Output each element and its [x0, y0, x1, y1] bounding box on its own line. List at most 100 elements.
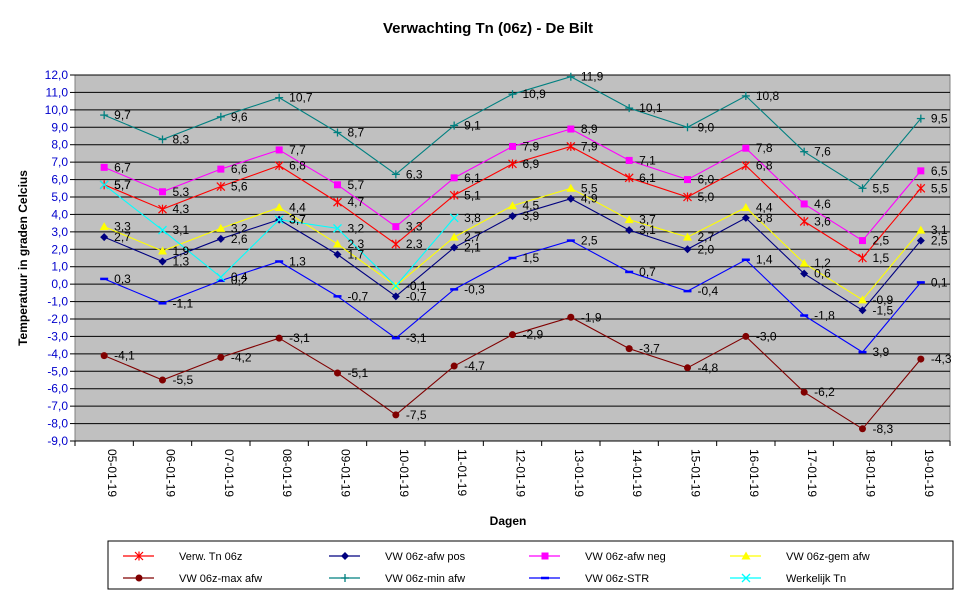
data-label: 1,2: [814, 256, 831, 270]
data-point: [625, 226, 634, 235]
data-label: -0,7: [406, 289, 427, 303]
data-label: -0,3: [464, 282, 485, 296]
data-point: [508, 212, 517, 221]
data-point: [684, 176, 691, 184]
data-point: [333, 128, 342, 137]
y-axis-title: Temperatuur in graden Celcius: [16, 170, 30, 346]
data-point: [100, 352, 108, 360]
data-point: [508, 159, 517, 169]
legend-item: VW 06z-max afw: [123, 573, 262, 585]
data-point: [741, 213, 750, 222]
data-point: [566, 194, 575, 203]
data-point: [509, 142, 516, 150]
data-label: 6,8: [289, 159, 306, 173]
data-point: [275, 146, 283, 154]
data-point: [391, 292, 400, 301]
y-tick-label: 0,0: [51, 277, 68, 291]
data-label: -4,8: [698, 361, 719, 375]
data-label: 6,0: [698, 173, 715, 187]
data-point: [567, 125, 575, 133]
data-label: -4,2: [231, 350, 252, 364]
data-point: [624, 173, 634, 183]
legend-item: VW 06z-STR: [529, 573, 649, 585]
data-label: 2,5: [873, 234, 890, 248]
data-label: -3,1: [406, 331, 427, 345]
chart-title: Verwachting Tn (06z) - De Bilt: [383, 20, 593, 37]
data-point: [216, 112, 225, 121]
data-label: 5,5: [931, 181, 948, 195]
data-label: 5,1: [464, 188, 481, 202]
data-label: 7,8: [756, 141, 773, 155]
data-point: [158, 246, 167, 255]
data-point: [274, 202, 284, 211]
data-labels: 5,7 4,3 5,6 6,8 4,7 2,3 5,1 6,9 7,9 6,1 5,0 6,8 3,6 1…: [114, 70, 952, 436]
legend-box: [107, 540, 954, 590]
data-label: -0,9: [873, 293, 894, 307]
data-point: [800, 200, 808, 208]
data-label: 10,8: [756, 89, 780, 103]
data-label: -5,5: [173, 373, 194, 387]
data-label: 7,9: [581, 139, 598, 153]
data-label: -4,3: [931, 352, 952, 366]
data-point: [334, 369, 341, 377]
data-label: 11,9: [581, 70, 604, 84]
y-tick-label: 9,0: [51, 120, 68, 134]
data-point: [799, 216, 809, 226]
data-label: -6,2: [814, 385, 835, 399]
data-point: [333, 250, 342, 259]
data-label: -3,0: [756, 329, 777, 343]
legend-label: VW 06z-min afw: [385, 573, 465, 585]
data-point: [858, 184, 867, 193]
y-tick-label: -5,0: [47, 364, 68, 378]
y-tick-label: -7,0: [47, 399, 68, 413]
legend-item: VW 06z-afw pos: [329, 551, 466, 563]
data-label: 3,3: [114, 220, 131, 234]
data-label: 0,1: [931, 275, 948, 289]
data-label: 9,5: [931, 112, 948, 126]
data-point: [216, 234, 225, 243]
data-point: [333, 223, 342, 233]
data-point: [566, 183, 576, 192]
data-point: [625, 156, 633, 164]
data-point: [449, 232, 459, 241]
data-label: 4,9: [581, 192, 598, 206]
legend-item: VW 06z-gem afw: [730, 551, 870, 563]
y-tick-label: -8,0: [47, 417, 68, 431]
data-label: 1,9: [173, 244, 190, 258]
data-label: -3,7: [639, 342, 660, 356]
data-point: [450, 362, 458, 370]
data-label: -1,5: [873, 303, 894, 317]
x-tick-label: 10-01-19: [397, 449, 411, 497]
data-point: [800, 388, 808, 396]
data-point: [683, 245, 692, 254]
data-point: [450, 174, 458, 182]
y-tick-label: 11,0: [46, 85, 69, 99]
data-label: 3,1: [639, 223, 656, 237]
data-label: 2,7: [114, 230, 131, 244]
x-tick-label: 17-01-19: [805, 449, 819, 497]
data-label: 5,6: [231, 180, 248, 194]
data-label: -8,3: [873, 422, 894, 436]
data-point: [799, 258, 809, 267]
data-point: [449, 213, 459, 223]
data-label: 6,7: [114, 160, 131, 174]
data-label: 10,9: [523, 87, 547, 101]
x-tick-label: 06-01-19: [164, 449, 178, 497]
data-point: [217, 165, 225, 173]
y-tick-label: -6,0: [47, 382, 68, 396]
series-5: [100, 72, 925, 193]
data-point: [566, 72, 575, 81]
data-label: 5,5: [873, 181, 890, 195]
legend: Verw. Tn 06z VW 06z-afw pos VW 06z-afw neg…: [107, 540, 954, 590]
y-tick-label: 2,0: [51, 242, 68, 256]
y-tick-label: 10,0: [45, 103, 69, 117]
y-tick-label: -9,0: [47, 434, 68, 448]
x-axis-title: Dagen: [490, 514, 527, 528]
legend-label: VW 06z-STR: [585, 573, 649, 585]
data-point: [100, 163, 108, 171]
data-label: -1,1: [173, 296, 194, 310]
data-label: -1,9: [581, 310, 602, 324]
data-label: 1,3: [173, 254, 190, 268]
data-point: [508, 201, 517, 210]
legend-marker: [541, 552, 549, 560]
